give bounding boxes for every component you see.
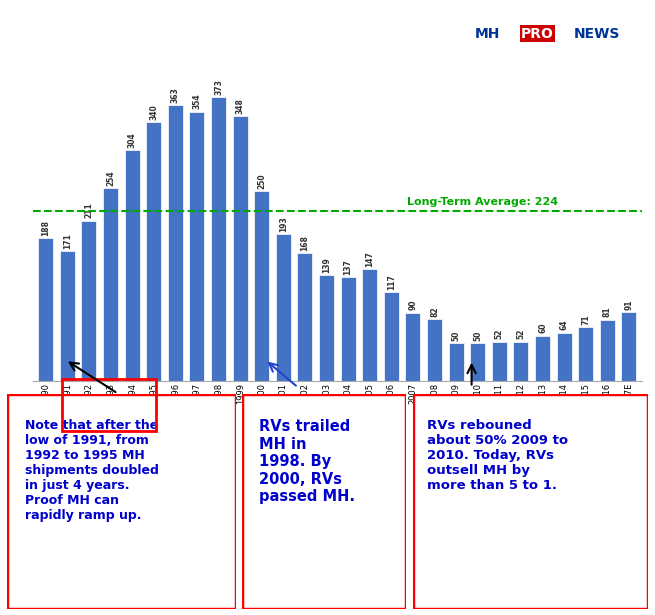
Bar <box>168 105 183 381</box>
Text: RVs trailed
MH in
1998. By
2000, RVs
passed MH.: RVs trailed MH in 1998. By 2000, RVs pas… <box>259 419 355 504</box>
Text: MH: MH <box>475 27 500 41</box>
Bar <box>319 276 334 381</box>
Text: 139: 139 <box>322 258 331 273</box>
Text: Long-Term Average: 224: Long-Term Average: 224 <box>407 197 559 207</box>
Text: Note that after the
low of 1991, from
1992 to 1995 MH
shipments doubled
in just : Note that after the low of 1991, from 19… <box>25 419 159 522</box>
Bar <box>146 122 161 381</box>
Bar <box>384 292 399 381</box>
Bar <box>211 97 226 381</box>
Text: 117: 117 <box>387 274 396 290</box>
Text: 91: 91 <box>624 300 633 310</box>
Bar <box>578 327 593 381</box>
Text: 50: 50 <box>452 331 460 341</box>
Text: 168: 168 <box>301 235 309 251</box>
Text: 147: 147 <box>365 251 374 267</box>
Bar <box>189 112 204 381</box>
Text: 50: 50 <box>473 331 482 341</box>
Text: 137: 137 <box>344 259 352 275</box>
Text: 81: 81 <box>603 307 612 317</box>
Text: ⌂: ⌂ <box>119 19 131 38</box>
Bar <box>492 342 507 381</box>
Text: 193: 193 <box>279 216 288 232</box>
Bar <box>103 188 118 381</box>
Text: 171: 171 <box>63 233 72 249</box>
Bar <box>470 343 485 381</box>
Bar <box>60 251 75 381</box>
Bar <box>81 221 96 381</box>
Text: 363: 363 <box>171 87 180 103</box>
Bar <box>449 343 464 381</box>
FancyBboxPatch shape <box>7 394 236 609</box>
Text: 211: 211 <box>84 202 94 218</box>
Bar <box>557 333 572 381</box>
Bar <box>341 277 356 381</box>
Text: 52: 52 <box>495 329 504 339</box>
FancyBboxPatch shape <box>242 394 406 609</box>
Bar <box>276 234 291 381</box>
Text: 254: 254 <box>106 170 115 186</box>
Bar <box>233 116 248 381</box>
Text: RVs rebouned
about 50% 2009 to
2010. Today, RVs
outsell MH by
more than 5 to 1.: RVs rebouned about 50% 2009 to 2010. Tod… <box>427 419 568 493</box>
Bar <box>362 269 377 381</box>
Text: 250: 250 <box>257 173 266 189</box>
Text: 340: 340 <box>149 105 159 120</box>
Text: PRO: PRO <box>521 27 554 41</box>
Text: 304: 304 <box>128 132 137 148</box>
Text: 188: 188 <box>41 220 50 236</box>
Bar <box>124 150 140 381</box>
Text: 71: 71 <box>581 314 590 325</box>
Bar <box>254 191 269 381</box>
Text: SKYLINE
CHAMPION: SKYLINE CHAMPION <box>16 14 93 42</box>
Bar <box>514 342 529 381</box>
Bar <box>405 313 421 381</box>
Bar <box>427 319 442 381</box>
Text: 64: 64 <box>559 320 569 330</box>
Text: 82: 82 <box>430 306 439 317</box>
Bar <box>600 320 615 381</box>
Bar <box>297 253 312 381</box>
Text: 52: 52 <box>516 329 525 339</box>
Bar <box>622 312 637 381</box>
Bar <box>38 238 53 381</box>
Text: 60: 60 <box>538 323 547 333</box>
Bar <box>535 336 550 381</box>
Text: 373: 373 <box>214 79 223 95</box>
Text: 90: 90 <box>409 300 417 311</box>
Text: 348: 348 <box>236 98 244 114</box>
FancyBboxPatch shape <box>413 394 648 609</box>
Text: 354: 354 <box>193 94 202 109</box>
Text: NEWS: NEWS <box>574 27 620 41</box>
